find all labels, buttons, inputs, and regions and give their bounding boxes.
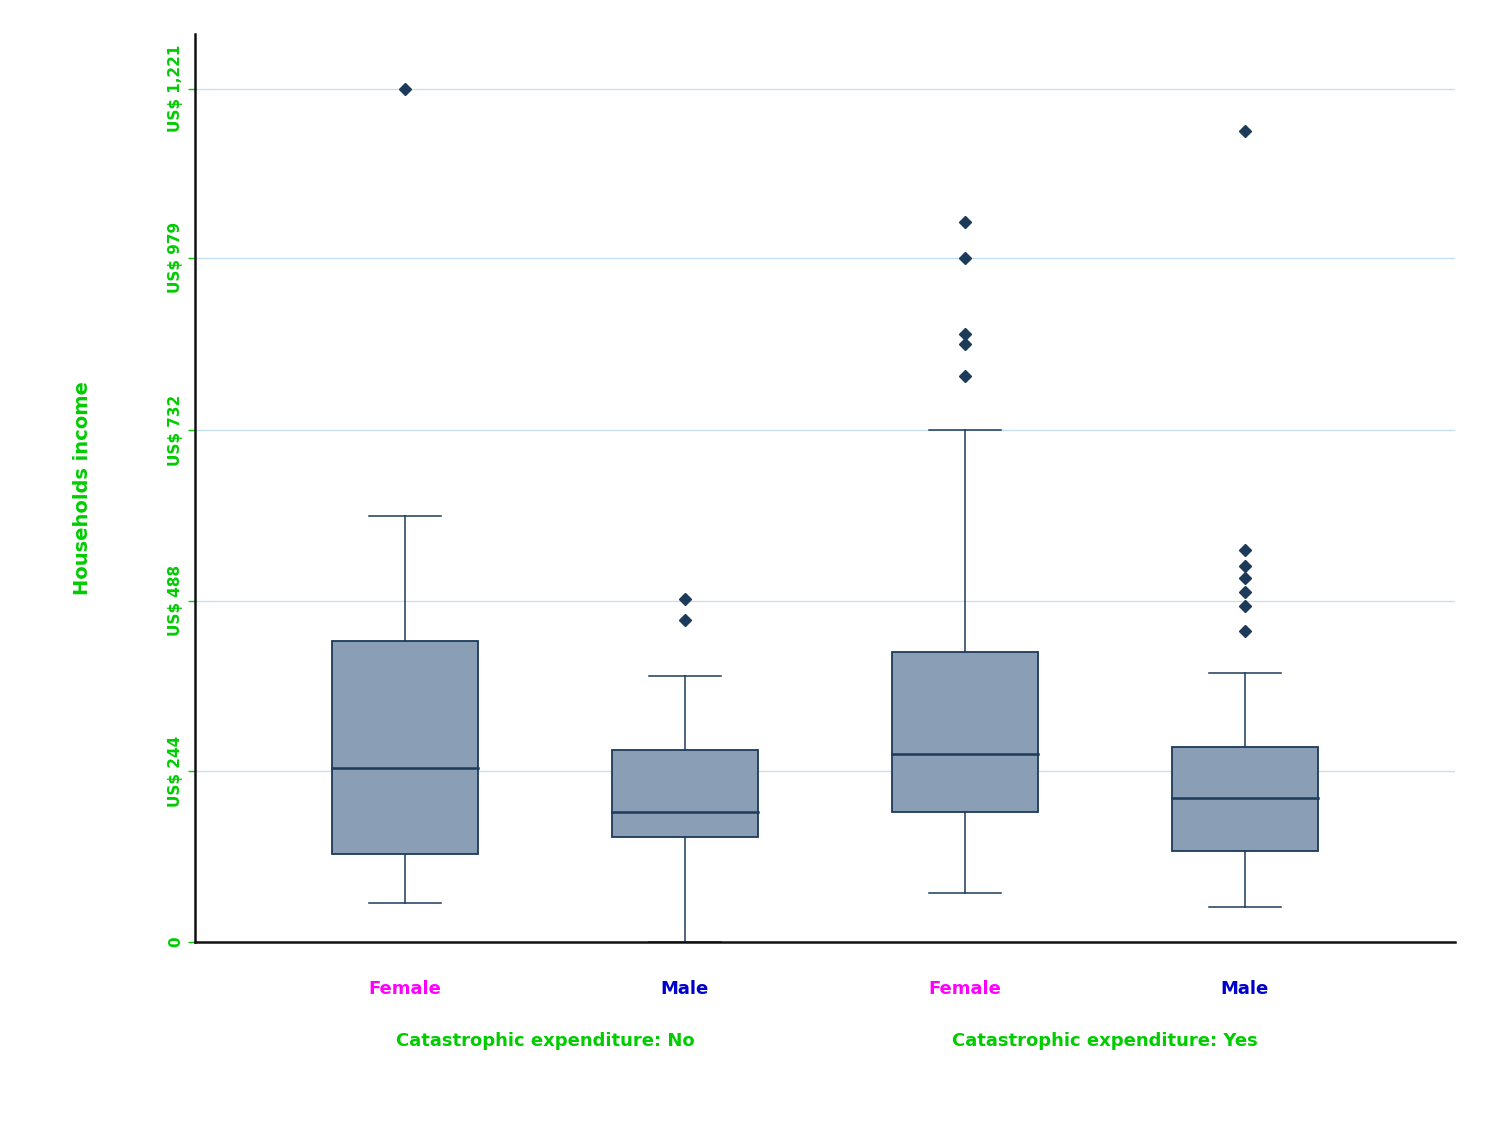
Text: Female: Female	[928, 980, 1002, 998]
Text: Female: Female	[369, 980, 441, 998]
Text: Male: Male	[1221, 980, 1269, 998]
Bar	[892, 651, 1038, 813]
Text: Male: Male	[662, 980, 710, 998]
Bar	[1172, 748, 1318, 851]
Text: Catastrophic expenditure: Yes: Catastrophic expenditure: Yes	[952, 1032, 1258, 1050]
Text: Catastrophic expenditure: No: Catastrophic expenditure: No	[396, 1032, 694, 1050]
Y-axis label: Households income: Households income	[74, 381, 92, 594]
Bar	[332, 641, 478, 854]
Bar	[612, 750, 758, 837]
